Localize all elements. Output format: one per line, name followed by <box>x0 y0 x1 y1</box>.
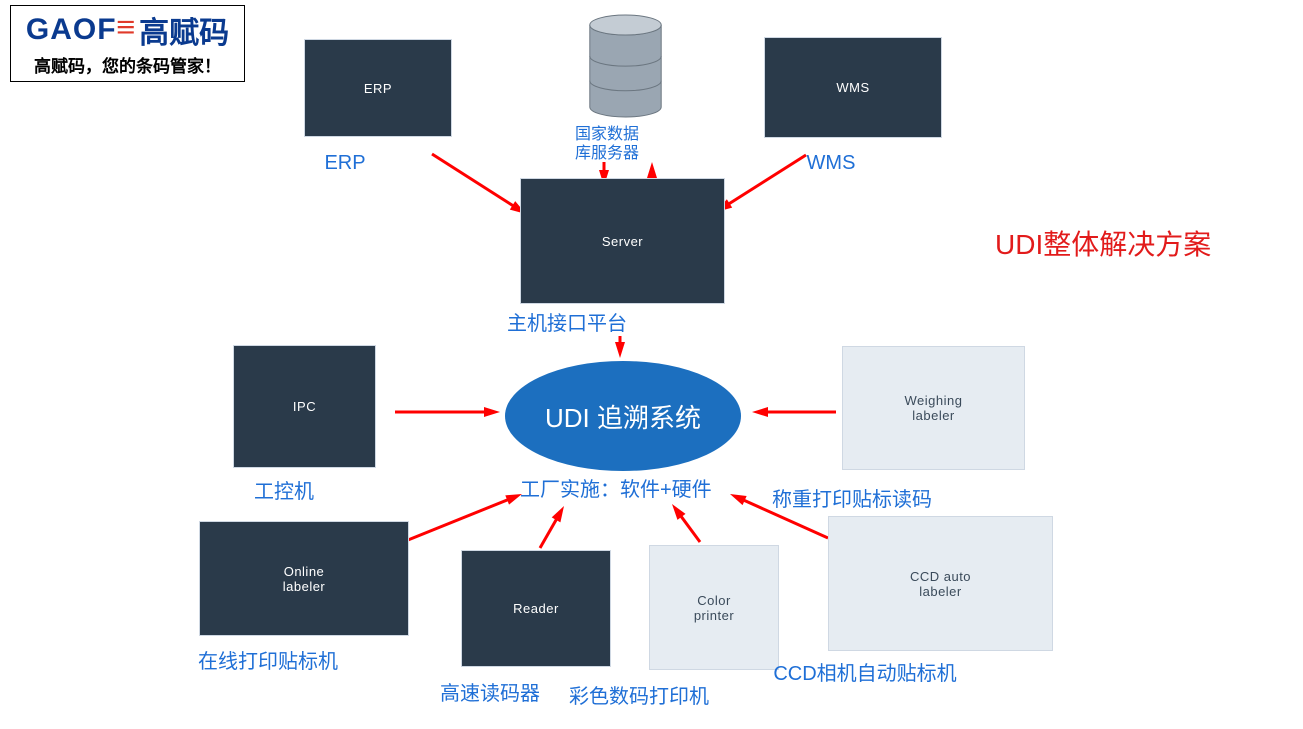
solution-title: UDI整体解决方案 <box>995 223 1211 263</box>
online_labeler-image: Online labeler <box>199 521 409 636</box>
ccd_labeler-image-placeholder-text: CCD auto labeler <box>910 569 971 599</box>
online_labeler-label: 在线打印贴标机 <box>198 650 338 674</box>
arrowhead-ipc-to-center <box>484 407 500 417</box>
ipc-image: IPC <box>233 345 376 468</box>
erp-image: ERP <box>304 39 452 137</box>
weigh-image: Weighing labeler <box>842 346 1025 470</box>
brand-en: GAOF≡ <box>26 13 135 47</box>
ccd_labeler-image: CCD auto labeler <box>828 516 1053 651</box>
host-label: 主机接口平台 <box>507 312 627 336</box>
db-image <box>583 13 668 119</box>
arrow-wms-to-host <box>723 155 806 208</box>
arrowhead-host-to-center <box>615 342 625 358</box>
arrowhead-reader-to-center <box>552 506 564 522</box>
arrowhead-weigh-to-center <box>752 407 768 417</box>
host-image-placeholder-text: Server <box>602 234 643 249</box>
reader-image-placeholder-text: Reader <box>513 601 559 616</box>
color_printer-label: 彩色数码打印机 <box>569 685 709 709</box>
reader-label: 高速读码器 <box>440 682 540 706</box>
brand-cn: 高赋码 <box>139 8 229 52</box>
brand-tagline: 高赋码，您的条码管家！ <box>15 52 240 77</box>
implementation-subtitle: 工厂实施：软件+硬件 <box>520 478 712 502</box>
arrow-erp-to-host <box>432 154 519 210</box>
center-system-node: UDI 追溯系统 <box>505 361 741 471</box>
weigh-label: 称重打印贴标读码 <box>772 488 932 512</box>
arrowhead-ccd-to-center <box>730 494 747 505</box>
wms-label: WMS <box>807 151 856 175</box>
weigh-image-placeholder-text: Weighing labeler <box>905 393 963 423</box>
online_labeler-image-placeholder-text: Online labeler <box>283 564 326 594</box>
wms-image: WMS <box>764 37 942 138</box>
ipc-image-placeholder-text: IPC <box>293 399 316 414</box>
brand-row: GAOF≡ 高赋码 <box>15 8 240 52</box>
ccd_labeler-label: CCD相机自动贴标机 <box>773 662 956 686</box>
arrow-reader-to-center <box>540 513 560 548</box>
arrow-online-to-center <box>408 497 515 540</box>
arrowhead-colorpr-to-center <box>672 504 686 520</box>
host-image: Server <box>520 178 725 304</box>
ipc-label: 工控机 <box>254 480 314 504</box>
wms-image-placeholder-text: WMS <box>836 80 869 95</box>
erp-label: ERP <box>324 151 365 175</box>
erp-image-placeholder-text: ERP <box>364 81 392 96</box>
brand-logo: GAOF≡ 高赋码 高赋码，您的条码管家！ <box>10 5 245 82</box>
color_printer-image: Color printer <box>649 545 779 670</box>
brand-bars-icon: ≡ <box>116 11 136 45</box>
brand-en-main: GAOF <box>26 13 117 46</box>
reader-image: Reader <box>461 550 611 667</box>
center-system-label: UDI 追溯系统 <box>545 398 701 435</box>
arrow-colorpr-to-center <box>677 510 700 542</box>
db-label: 国家数据 库服务器 <box>575 125 639 163</box>
arrowhead-host-to-db-up <box>647 162 657 178</box>
color_printer-image-placeholder-text: Color printer <box>694 593 734 623</box>
